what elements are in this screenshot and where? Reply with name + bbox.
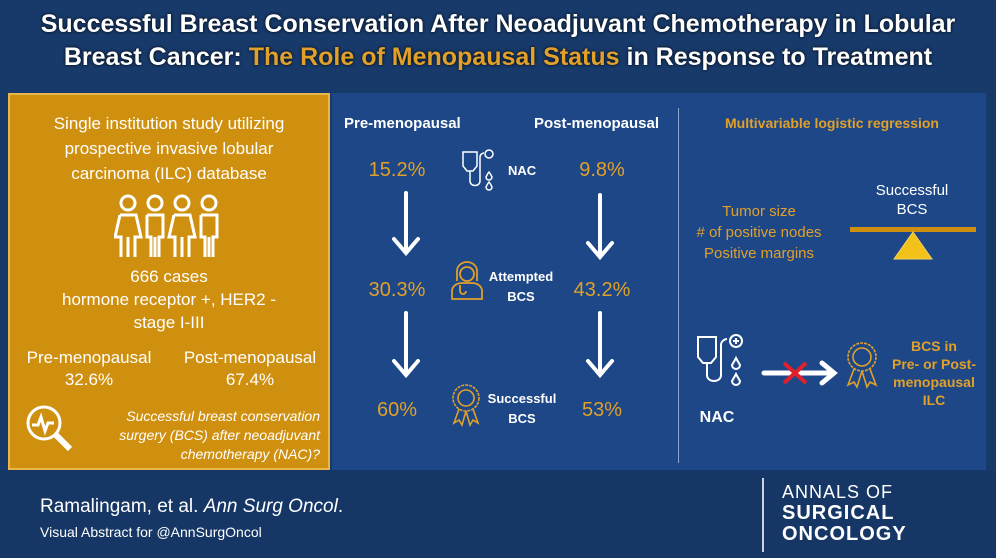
- outcome-line: BCS: [896, 201, 928, 218]
- pre-attempted-bcs-rate: 30.3%: [368, 279, 426, 301]
- footer: Ramalingam, et al. Ann Surg Oncol. Visua…: [0, 470, 996, 558]
- pre-successful-bcs-rate: 60%: [376, 399, 418, 421]
- doctor-icon: [451, 261, 483, 300]
- question-line: surgery (BCS) after neoadjuvant: [119, 427, 320, 443]
- pre-label: Pre-menopausal: [26, 348, 152, 367]
- post-label: Post-menopausal: [183, 348, 317, 367]
- pre-menopausal-share: Pre-menopausal 32.6%: [14, 347, 164, 391]
- title-line-1: Successful Breast Conservation After Neo…: [40, 10, 956, 38]
- citation-period: .: [337, 496, 344, 517]
- label-line: Attempted: [488, 269, 554, 284]
- down-arrow-icon: [392, 191, 420, 257]
- post-nac-rate: 9.8%: [579, 159, 625, 181]
- journal-name: Ann Surg Oncol: [203, 496, 338, 517]
- logo-line: ANNALS OF: [782, 482, 894, 502]
- factor: Tumor size: [722, 203, 796, 220]
- iv-drip-icon: [697, 334, 743, 386]
- title-line-2-end: in Response to Treatment: [619, 43, 933, 71]
- outcome-line: Successful: [875, 182, 949, 199]
- page-title: Successful Breast Conservation After Neo…: [0, 8, 996, 74]
- regression-factors: Tumor size # of positive nodes Positive …: [680, 201, 838, 264]
- study-line: carcinoma (ILC) database: [71, 164, 267, 183]
- post-menopausal-share: Post-menopausal 67.4%: [170, 347, 330, 391]
- flow-arrows: [392, 191, 614, 379]
- regression-title: Multivariable logistic regression: [725, 115, 939, 131]
- label-line: Successful: [487, 391, 557, 406]
- iv-drip-icon: [462, 149, 494, 191]
- label-line: BCS: [508, 411, 536, 426]
- women-group-icon: [114, 194, 219, 257]
- award-ribbon-icon: [452, 384, 480, 427]
- successful-bcs-label: Successful BCS: [482, 389, 562, 429]
- down-arrow-icon: [586, 193, 614, 261]
- result-line: ILC: [922, 392, 946, 408]
- study-line: Single institution study utilizing: [53, 114, 285, 133]
- research-question: Successful breast conservation surgery (…: [80, 407, 320, 464]
- visual-abstract-credit: Visual Abstract for @AnnSurgOncol: [40, 524, 262, 540]
- journal-logo: ANNALS OF SURGICAL ONCOLOGY: [782, 482, 907, 545]
- pre-menopausal-header: Pre-menopausal: [344, 115, 461, 132]
- down-arrow-icon: [392, 311, 420, 379]
- case-line: 666 cases: [130, 267, 208, 286]
- results-panel: Pre-menopausal Post-menopausal 15.2% 9.8…: [332, 93, 986, 470]
- post-successful-bcs-rate: 53%: [581, 399, 623, 421]
- pre-nac-rate: 15.2%: [368, 159, 426, 181]
- section-divider: [678, 108, 679, 463]
- citation: Ramalingam, et al. Ann Surg Oncol.: [40, 496, 343, 518]
- nac-step-label: NAC: [508, 163, 537, 178]
- footer-divider: [762, 478, 764, 552]
- title-highlight: The Role of Menopausal Status: [248, 43, 620, 71]
- authors: Ramalingam, et al.: [40, 496, 204, 517]
- study-line: prospective invasive lobular: [64, 139, 274, 158]
- nac-label: NAC: [699, 409, 735, 426]
- attempted-bcs-label: Attempted BCS: [484, 267, 558, 307]
- magnifier-chart-icon: [26, 405, 73, 452]
- title-line-2: Breast Cancer:: [63, 43, 249, 71]
- label-line: BCS: [507, 289, 535, 304]
- study-description: Single institution study utilizing prosp…: [10, 111, 328, 186]
- red-x-icon: [782, 361, 808, 385]
- post-menopausal-header: Post-menopausal: [534, 115, 660, 132]
- logo-line: SURGICAL: [782, 502, 895, 524]
- case-line: stage I-III: [133, 313, 205, 332]
- result-line: menopausal: [893, 374, 975, 390]
- balance-scale-icon: [850, 227, 976, 260]
- blocked-arrow: [761, 360, 838, 386]
- result-line: Pre- or Post-: [891, 356, 976, 372]
- regression-result: BCS in Pre- or Post- menopausal ILC: [882, 337, 986, 409]
- factor: # of positive nodes: [696, 224, 822, 241]
- question-line: Successful breast conservation: [126, 408, 320, 424]
- study-panel: Single institution study utilizing prosp…: [8, 93, 330, 470]
- case-line: hormone receptor +, HER2 -: [61, 290, 276, 309]
- case-summary: 666 cases hormone receptor +, HER2 - sta…: [10, 265, 328, 334]
- regression-outcome: Successful BCS: [850, 181, 974, 219]
- award-ribbon-icon: [846, 342, 878, 389]
- result-line: BCS in: [911, 338, 957, 354]
- right-arrow-icon: [761, 360, 838, 386]
- logo-line: ONCOLOGY: [782, 523, 907, 545]
- post-attempted-bcs-rate: 43.2%: [573, 279, 631, 301]
- question-line: chemotherapy (NAC)?: [180, 446, 320, 462]
- factor: Positive margins: [703, 245, 815, 262]
- down-arrow-icon: [586, 311, 614, 379]
- pre-value: 32.6%: [64, 370, 114, 389]
- post-value: 67.4%: [225, 370, 275, 389]
